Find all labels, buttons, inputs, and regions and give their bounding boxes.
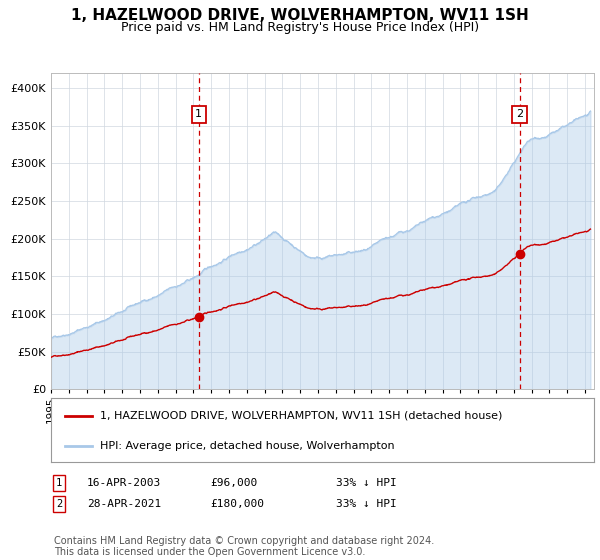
Text: 33% ↓ HPI: 33% ↓ HPI (336, 478, 397, 488)
Text: 1: 1 (56, 478, 62, 488)
Text: £180,000: £180,000 (210, 499, 264, 509)
Text: 28-APR-2021: 28-APR-2021 (87, 499, 161, 509)
Text: HPI: Average price, detached house, Wolverhampton: HPI: Average price, detached house, Wolv… (100, 441, 394, 451)
Text: 16-APR-2003: 16-APR-2003 (87, 478, 161, 488)
Text: 2: 2 (56, 499, 62, 509)
Text: Contains HM Land Registry data © Crown copyright and database right 2024.
This d: Contains HM Land Registry data © Crown c… (54, 535, 434, 557)
Text: 2: 2 (516, 109, 523, 119)
Text: 1: 1 (195, 109, 202, 119)
Text: 1, HAZELWOOD DRIVE, WOLVERHAMPTON, WV11 1SH: 1, HAZELWOOD DRIVE, WOLVERHAMPTON, WV11 … (71, 8, 529, 24)
Text: 1, HAZELWOOD DRIVE, WOLVERHAMPTON, WV11 1SH (detached house): 1, HAZELWOOD DRIVE, WOLVERHAMPTON, WV11 … (100, 410, 502, 421)
Text: 33% ↓ HPI: 33% ↓ HPI (336, 499, 397, 509)
Text: £96,000: £96,000 (210, 478, 257, 488)
Text: Price paid vs. HM Land Registry's House Price Index (HPI): Price paid vs. HM Land Registry's House … (121, 21, 479, 34)
